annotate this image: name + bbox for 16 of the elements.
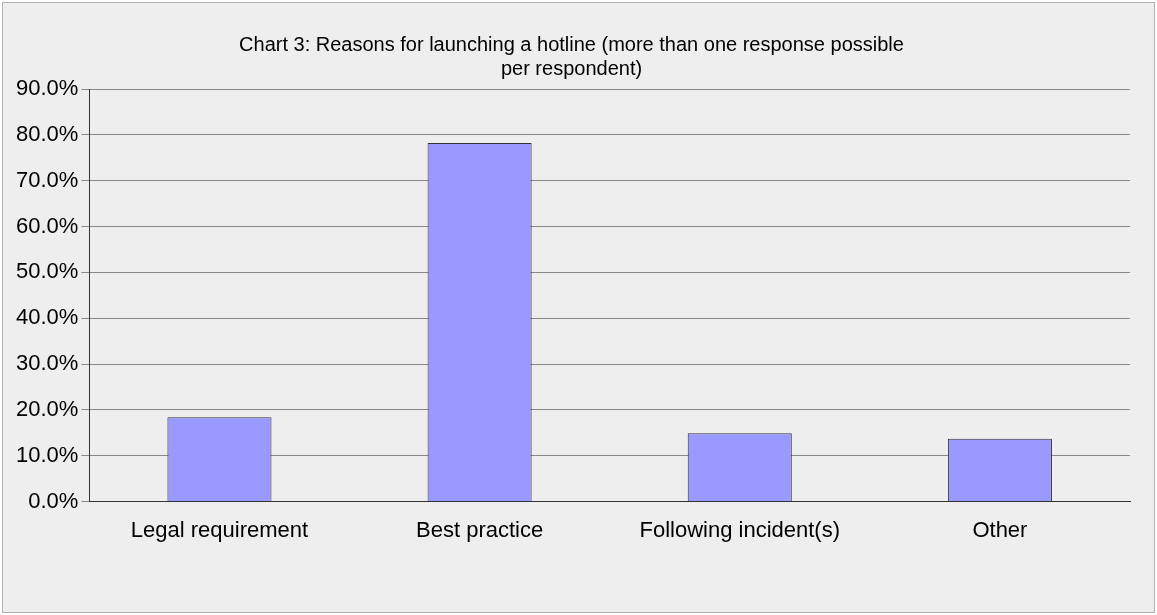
text: per respondent) [500,56,643,79]
x-tick-label: Following incident(s) [639,516,841,542]
text: Chart 3: Reasons for launching a hotline (more than one response possible [239,32,904,55]
y-tick-label: 50.0% [15,258,79,284]
y-tick-label: 20.0% [15,395,79,421]
x-tick-label: Other [972,516,1028,542]
y-tick-label: 30.0% [15,350,79,376]
x-tick-label: Legal requirement [130,516,309,542]
y-tick-label: 40.0% [15,304,79,330]
y-tick-label: 80.0% [15,120,79,146]
y-tick-label: 0.0% [28,487,79,513]
y-tick-label: 70.0% [15,166,79,192]
y-tick-label: 60.0% [15,212,79,238]
y-tick-label: 90.0% [15,75,79,101]
y-tick-label: 10.0% [15,441,79,467]
x-tick-label: Best practice [416,516,544,542]
